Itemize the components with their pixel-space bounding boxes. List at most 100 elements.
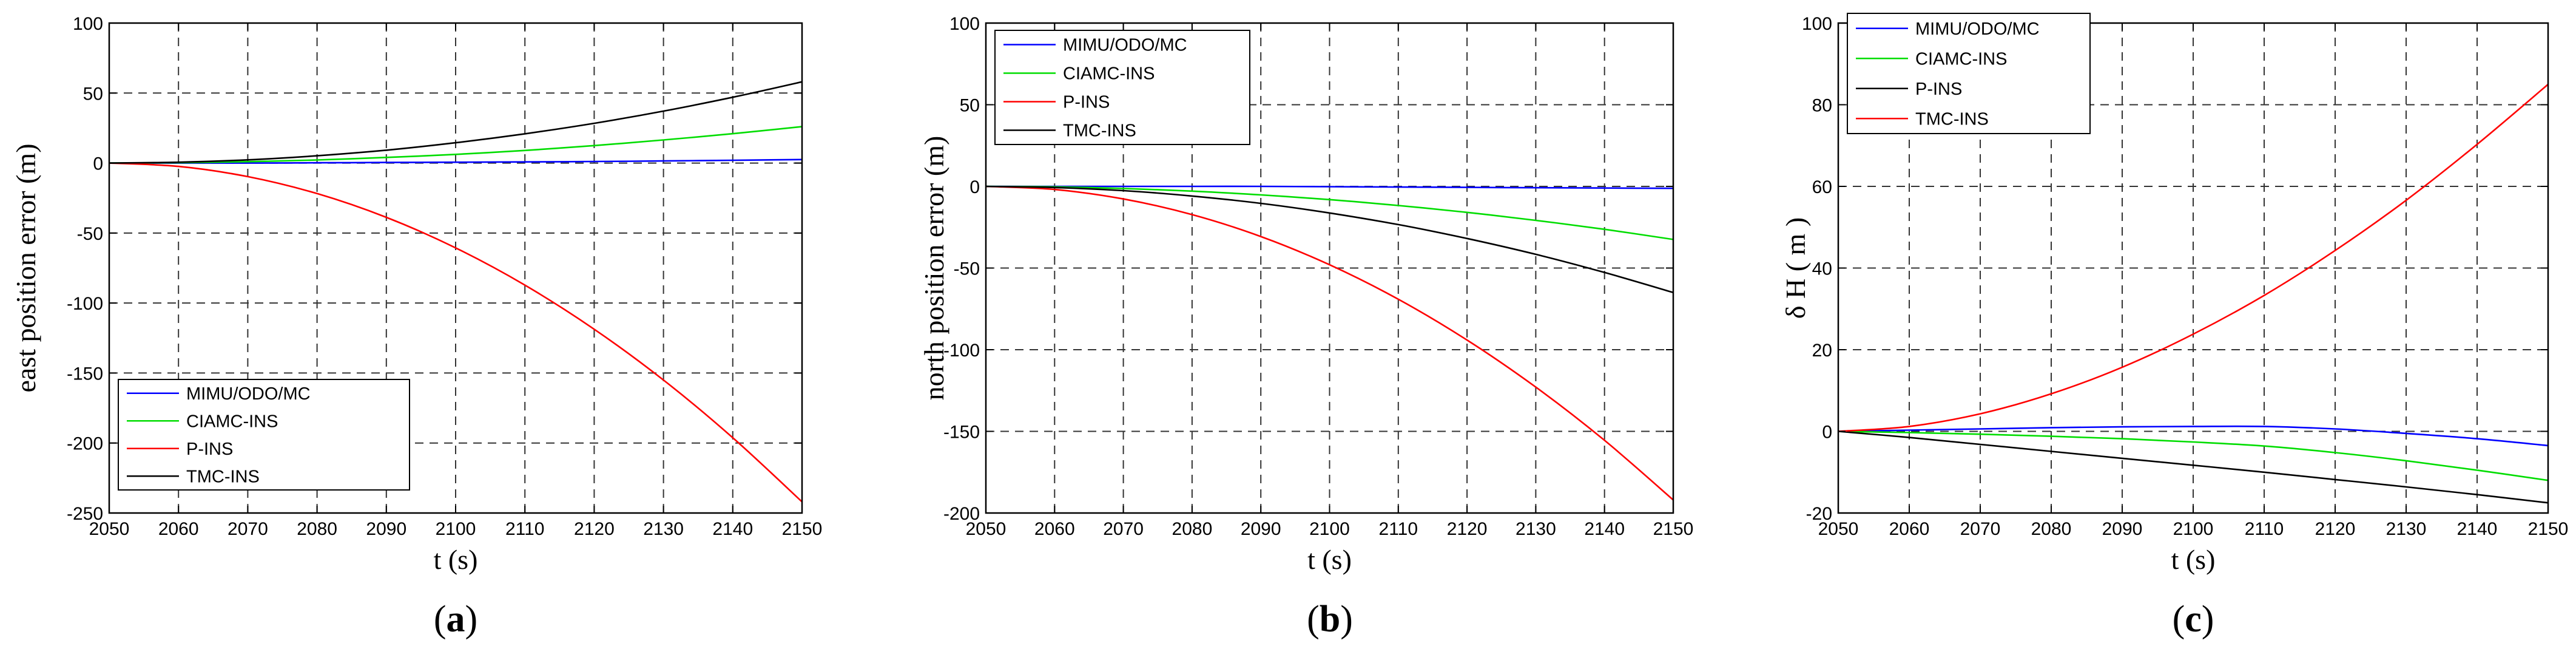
x-tick-label: 2130 bbox=[1516, 519, 1556, 539]
y-axis-label: north position error (m) bbox=[919, 136, 949, 401]
y-tick-label: -50 bbox=[77, 224, 103, 244]
series-line-ciamc-ins bbox=[1838, 430, 2548, 481]
x-tick-label: 2100 bbox=[436, 519, 476, 539]
x-axis-label: t (s) bbox=[434, 544, 478, 575]
x-tick-label: 2130 bbox=[643, 519, 684, 539]
x-tick-label: 2070 bbox=[1103, 519, 1144, 539]
series-group bbox=[1838, 83, 2548, 504]
series-line-tmc-ins bbox=[1838, 83, 2548, 432]
x-tick-label: 2060 bbox=[1889, 519, 1930, 539]
x-tick-label: 2060 bbox=[158, 519, 199, 539]
y-axis-label: δ H ( m ) bbox=[1780, 217, 1811, 319]
legend-label: CIAMC-INS bbox=[1915, 49, 2007, 69]
x-tick-label: 2080 bbox=[1172, 519, 1213, 539]
x-tick-label: 2150 bbox=[782, 519, 823, 539]
y-tick-label: -20 bbox=[1806, 504, 1832, 524]
legend-label: MIMU/ODO/MC bbox=[1915, 19, 2040, 39]
panel-label: (c) bbox=[2173, 599, 2214, 640]
y-tick-label: 80 bbox=[1812, 96, 1832, 116]
legend: MIMU/ODO/MC CIAMC-INS P-INS TMC-INS bbox=[994, 30, 1250, 145]
x-tick-label: 2120 bbox=[574, 519, 615, 539]
series-line-p-ins bbox=[1838, 430, 2548, 504]
y-tick-label: -50 bbox=[954, 259, 980, 279]
legend-label: P-INS bbox=[186, 440, 233, 459]
panel-label: (b) bbox=[1307, 599, 1353, 640]
legend-label: P-INS bbox=[1915, 80, 1962, 99]
y-tick-label: 0 bbox=[969, 177, 980, 197]
legend-label: CIAMC-INS bbox=[186, 412, 278, 431]
x-tick-label: 2070 bbox=[228, 519, 268, 539]
legend-label: MIMU/ODO/MC bbox=[186, 384, 311, 404]
legend-label: P-INS bbox=[1063, 93, 1110, 112]
y-tick-label: -100 bbox=[67, 294, 103, 314]
y-tick-label: 60 bbox=[1812, 177, 1832, 197]
series-line-mimu-odo-mc bbox=[1838, 425, 2548, 447]
legend-label: CIAMC-INS bbox=[1063, 64, 1155, 84]
x-tick-label: 2150 bbox=[1653, 519, 1694, 539]
x-tick-label: 2120 bbox=[1447, 519, 1488, 539]
series-line-ciamc-ins bbox=[986, 185, 1673, 240]
x-tick-label: 2080 bbox=[297, 519, 337, 539]
x-tick-label: 2110 bbox=[505, 519, 545, 539]
panel-a: 2050 2060 2070 2080 2090 2100 2110 2120 2130 2140… bbox=[10, 14, 822, 640]
x-tick-label: 2140 bbox=[1584, 519, 1625, 539]
x-axis-label: t (s) bbox=[1307, 544, 1352, 575]
series-line-tmc-ins bbox=[986, 185, 1673, 294]
y-tick-label: -200 bbox=[67, 434, 103, 454]
x-tick-label: 2100 bbox=[2173, 519, 2214, 539]
x-tick-label: 2080 bbox=[2031, 519, 2072, 539]
panel-c: 2050 2060 2070 2080 2090 2100 2110 2120 2130 2140… bbox=[1780, 13, 2568, 640]
y-tick-label: 50 bbox=[960, 96, 980, 116]
x-tick-label: 2090 bbox=[366, 519, 406, 539]
legend-label: TMC-INS bbox=[186, 467, 260, 486]
legend-label: TMC-INS bbox=[1915, 109, 1989, 129]
y-tick-label: 100 bbox=[1802, 14, 1832, 34]
y-tick-label: 100 bbox=[949, 14, 980, 34]
series-line-ciamc-ins bbox=[109, 126, 802, 164]
series-line-tmc-ins bbox=[109, 81, 802, 164]
y-tick-label: 40 bbox=[1812, 259, 1832, 279]
legend-box bbox=[118, 379, 410, 491]
x-tick-label: 2050 bbox=[966, 519, 1006, 539]
x-tick-label: 2060 bbox=[1034, 519, 1075, 539]
y-tick-label: 100 bbox=[73, 14, 103, 34]
x-tick-label: 2050 bbox=[1818, 519, 1859, 539]
y-tick-label: -100 bbox=[943, 341, 980, 361]
legend-box bbox=[994, 30, 1250, 145]
series-line-p-ins bbox=[109, 162, 802, 503]
panel-b: 2050 2060 2070 2080 2090 2100 2110 2120 2130 2140… bbox=[919, 14, 1693, 640]
y-tick-label: 20 bbox=[1812, 341, 1832, 361]
y-tick-label: 50 bbox=[83, 84, 103, 104]
x-tick-label: 2120 bbox=[2315, 519, 2356, 539]
legend-box bbox=[1847, 13, 2091, 134]
y-tick-label: -250 bbox=[67, 504, 103, 524]
series-line-mimu-odo-mc bbox=[986, 185, 1673, 189]
x-tick-label: 2100 bbox=[1309, 519, 1350, 539]
x-tick-label: 2070 bbox=[1960, 519, 2001, 539]
x-tick-label: 2110 bbox=[2245, 519, 2284, 539]
series-group bbox=[986, 185, 1673, 501]
x-tick-label: 2150 bbox=[2528, 519, 2569, 539]
x-tick-label: 2050 bbox=[89, 519, 130, 539]
x-axis-label: t (s) bbox=[2171, 544, 2216, 575]
legend: MIMU/ODO/MC CIAMC-INS P-INS TMC-INS bbox=[118, 379, 410, 491]
series-line-mimu-odo-mc bbox=[109, 158, 802, 164]
y-tick-label: -150 bbox=[943, 423, 980, 443]
y-tick-label: -150 bbox=[67, 364, 103, 384]
legend-label: MIMU/ODO/MC bbox=[1063, 36, 1187, 55]
x-tick-label: 2130 bbox=[2386, 519, 2427, 539]
legend-label: TMC-INS bbox=[1063, 121, 1136, 141]
y-tick-label: 0 bbox=[1822, 423, 1832, 443]
y-tick-label: -200 bbox=[943, 504, 980, 524]
legend: MIMU/ODO/MC CIAMC-INS P-INS TMC-INS bbox=[1847, 13, 2091, 134]
y-axis-label: east position error (m) bbox=[10, 143, 41, 392]
series-group bbox=[109, 81, 802, 503]
y-tick-label: 0 bbox=[93, 154, 103, 174]
x-tick-label: 2140 bbox=[712, 519, 753, 539]
x-tick-label: 2090 bbox=[2102, 519, 2143, 539]
panel-label: (a) bbox=[434, 599, 477, 640]
x-tick-label: 2140 bbox=[2457, 519, 2498, 539]
x-tick-label: 2090 bbox=[1241, 519, 1281, 539]
x-tick-label: 2110 bbox=[1379, 519, 1418, 539]
